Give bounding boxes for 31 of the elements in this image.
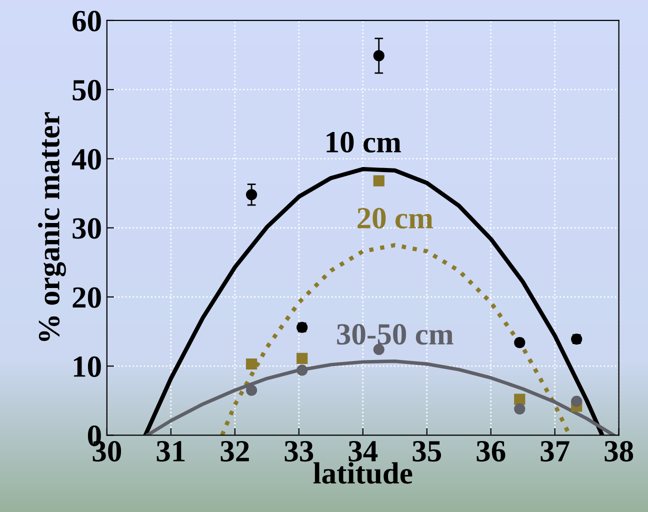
x-tick-label: 37 <box>540 441 570 462</box>
point <box>296 352 308 364</box>
y-tick-label: 60 <box>72 10 101 32</box>
point <box>246 384 258 396</box>
x-tick-label: 32 <box>220 441 249 462</box>
point <box>571 396 582 407</box>
x-tick-label: 36 <box>476 441 506 462</box>
x-tick-label: 35 <box>412 441 442 462</box>
point <box>296 364 308 376</box>
series-label: 30-50 cm <box>337 324 454 345</box>
x-tick-label: 34 <box>348 441 378 462</box>
series-label: 10 cm <box>326 132 401 153</box>
y-tick-label: 30 <box>72 218 101 239</box>
point <box>514 403 526 414</box>
y-tick-label: 50 <box>72 80 101 100</box>
point <box>373 175 384 186</box>
x-tick-label: 33 <box>284 441 314 462</box>
point <box>246 189 258 200</box>
x-axis-title: latitude <box>313 462 412 484</box>
point <box>514 394 526 405</box>
y-axis-title: % organic matter <box>38 112 66 341</box>
y-tick-label: 20 <box>72 287 101 308</box>
point <box>373 50 384 62</box>
line-series <box>146 360 616 436</box>
line-series <box>220 243 572 436</box>
series-label: 20 cm <box>358 208 433 229</box>
y-tick-label: 40 <box>72 149 101 170</box>
x-tick-label: 31 <box>156 441 185 462</box>
x-tick-label: 38 <box>604 440 634 462</box>
y-tick-label: 10 <box>74 356 101 377</box>
point <box>246 358 258 370</box>
